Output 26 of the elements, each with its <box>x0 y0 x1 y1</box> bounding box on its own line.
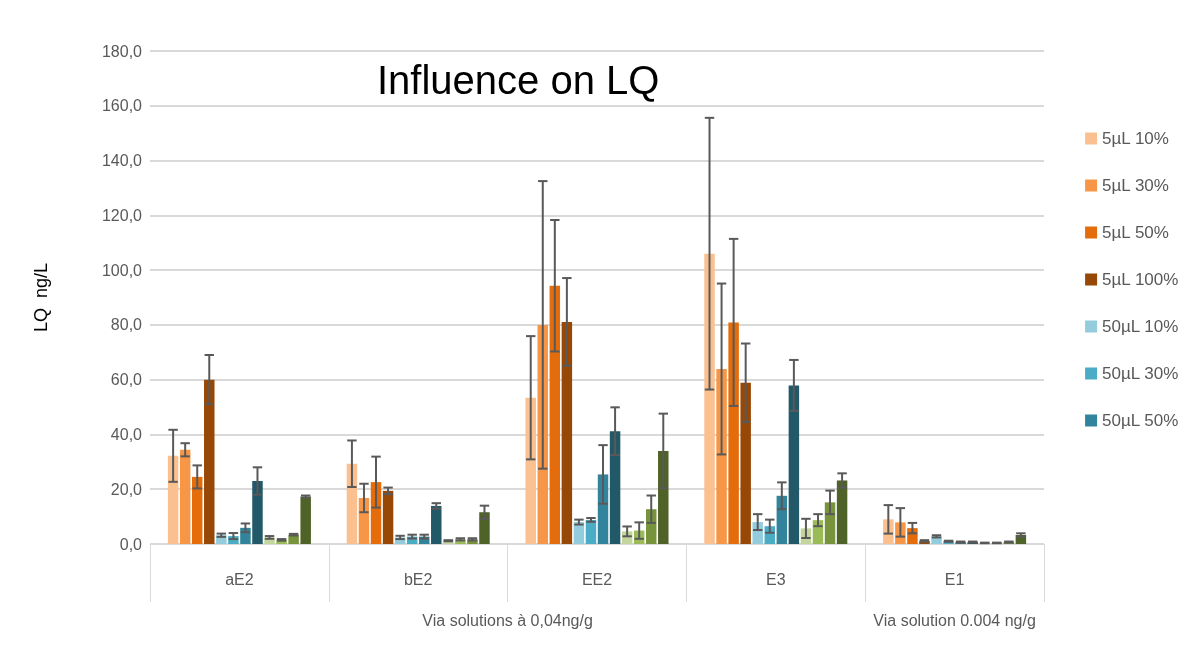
text: Via solution 0.004 ng/g <box>873 611 1036 629</box>
x-tick-label: bE2 <box>403 570 433 588</box>
legend-label: 5µL 100% <box>1102 270 1179 289</box>
y-tick-label: 60,0 <box>110 371 143 389</box>
y-tick-label: 180,0 <box>101 42 143 60</box>
legend-label: 50µL 50% <box>1102 411 1179 430</box>
y-tick-label: 120,0 <box>101 206 143 224</box>
y-tick-label: 140,0 <box>101 152 143 170</box>
y-tick-label: 100,0 <box>101 261 143 279</box>
legend-label: 5µL 10% <box>1102 129 1169 148</box>
x-tick-label: EE2 <box>581 570 613 588</box>
y-tick-label: 20,0 <box>110 480 143 498</box>
y-tick-label: 0,0 <box>119 535 143 553</box>
y-tick-label: 160,0 <box>101 97 143 115</box>
x-tick-label: E3 <box>766 570 786 588</box>
x-tick-label: aE2 <box>225 570 254 588</box>
legend-label: 5µL 30% <box>1102 176 1169 195</box>
chart-title: Influence on LQ <box>377 58 660 102</box>
x-tick-label: E1 <box>944 570 965 588</box>
legend-label: 50µL 10% <box>1102 317 1179 336</box>
legend-label: 50µL 30% <box>1102 364 1179 383</box>
y-tick-label: 80,0 <box>110 316 143 334</box>
text: Via solutions à 0,04ng/g <box>422 611 593 629</box>
y-tick-label: 40,0 <box>110 425 143 443</box>
y-axis-title: LQ ng/L <box>31 262 51 333</box>
legend-label: 5µL 50% <box>1102 223 1169 242</box>
